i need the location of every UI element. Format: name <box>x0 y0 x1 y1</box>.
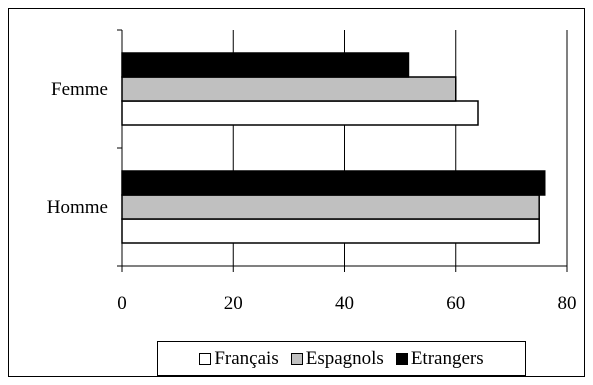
axes <box>117 29 568 272</box>
bar-femme-etrangers <box>121 52 410 78</box>
legend-swatch-espagnols <box>290 352 303 365</box>
bar-homme-etrangers <box>121 170 546 196</box>
legend-item-etrangers: Etrangers <box>395 347 484 370</box>
legend: Français Espagnols Etrangers <box>157 341 526 376</box>
legend-item-francais: Français <box>199 347 279 370</box>
bar-homme-espagnols <box>121 194 540 220</box>
x-tick-label-1: 20 <box>224 293 243 314</box>
bar-homme-francais <box>121 218 540 244</box>
x-tick-label-2: 40 <box>335 293 354 314</box>
category-label-homme: Homme <box>47 197 108 218</box>
labels: 0 20 40 60 80 Femme Homme <box>47 79 577 314</box>
legend-label-etrangers: Etrangers <box>410 347 484 369</box>
legend-label-francais: Français <box>214 347 279 369</box>
legend-swatch-francais <box>199 352 212 365</box>
bar-femme-francais <box>121 100 479 126</box>
legend-item-espagnols: Espagnols <box>290 347 384 370</box>
x-tick-label-4: 80 <box>558 293 577 314</box>
legend-swatch-etrangers <box>395 352 408 365</box>
x-tick-label-3: 60 <box>446 293 465 314</box>
x-tick-label-0: 0 <box>117 293 127 314</box>
bars <box>121 52 546 244</box>
bar-femme-espagnols <box>121 76 457 102</box>
legend-label-espagnols: Espagnols <box>305 347 384 369</box>
category-label-femme: Femme <box>51 79 108 100</box>
